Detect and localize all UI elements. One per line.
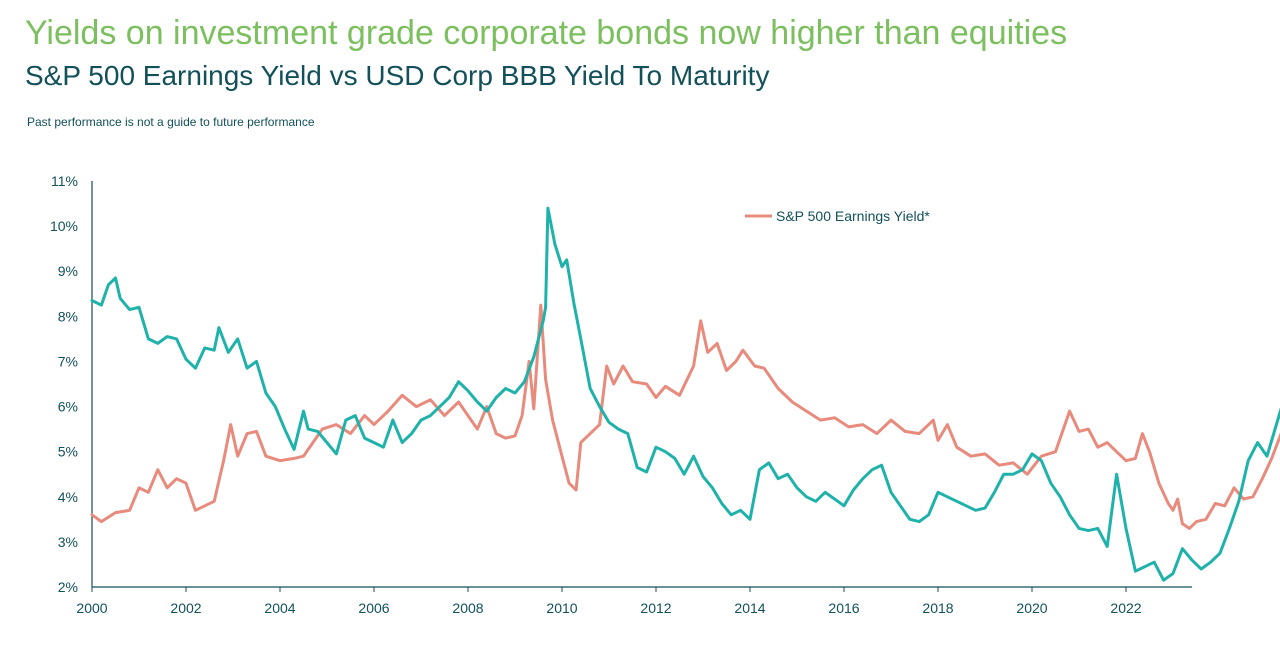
y-tick-label: 4% xyxy=(58,489,78,505)
x-tick-label: 2002 xyxy=(170,600,201,616)
y-tick-label: 11% xyxy=(51,173,78,189)
bbb-yield-line xyxy=(90,206,1280,582)
x-tick-label: 2004 xyxy=(264,600,295,616)
y-tick-label: 7% xyxy=(58,353,78,369)
x-tick-label: 2006 xyxy=(358,600,389,616)
axes: 2% 3% 4% 5% 6% 7% 8% 9% 10% 11% 2000 2002 2004 2006 20… xyxy=(50,173,1192,616)
y-tick-label: 10% xyxy=(50,218,78,234)
x-tick-label: 2018 xyxy=(922,600,953,616)
earnings-yield-line xyxy=(90,303,1280,530)
y-tick-label: 5% xyxy=(58,444,78,460)
x-tick-label: 2014 xyxy=(734,600,765,616)
x-tick-label: 2016 xyxy=(828,600,859,616)
x-tick-label: 2020 xyxy=(1016,600,1047,616)
x-tick-label: 2022 xyxy=(1110,600,1141,616)
x-tick-label: 2000 xyxy=(76,600,107,616)
legend: S&P 500 Earnings Yield* xyxy=(745,208,930,224)
legend-label-earnings: S&P 500 Earnings Yield* xyxy=(776,208,930,224)
y-tick-label: 6% xyxy=(58,399,78,415)
y-tick-label: 3% xyxy=(58,534,78,550)
x-tick-label: 2010 xyxy=(546,600,577,616)
x-tick-label: 2008 xyxy=(452,600,483,616)
y-tick-label: 8% xyxy=(58,308,78,324)
y-tick-label: 9% xyxy=(58,263,78,279)
series-lines xyxy=(90,206,1280,582)
chart-title: Yields on investment grade corporate bon… xyxy=(25,14,1068,52)
disclaimer-note: Past performance is not a guide to futur… xyxy=(27,115,315,129)
y-tick-label: 2% xyxy=(58,579,78,595)
chart-subtitle: S&P 500 Earnings Yield vs USD Corp BBB Y… xyxy=(25,60,770,91)
x-tick-label: 2012 xyxy=(640,600,671,616)
